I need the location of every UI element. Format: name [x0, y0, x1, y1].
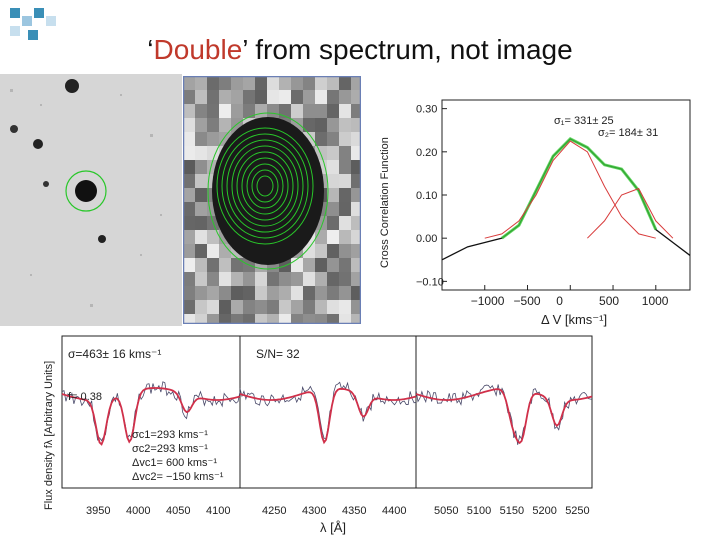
spectrum-xlabel: λ [Å]	[320, 520, 346, 535]
contour-line	[207, 112, 329, 270]
x-tick-label: −500	[514, 294, 541, 308]
ccf-data-line	[441, 138, 691, 261]
spectrum-tick-label: 4250	[262, 505, 286, 517]
observed-spectrum	[61, 381, 241, 442]
spectrum-tick-label: 4350	[342, 505, 366, 517]
title-accent-word: Double	[153, 34, 243, 65]
contour-line	[256, 175, 274, 197]
title-rest: ’ from spectrum, not image	[242, 34, 573, 65]
spectrum-tick-label: 5050	[434, 505, 458, 517]
contour-line	[226, 139, 304, 233]
x-tick-label: 500	[599, 294, 619, 308]
fit-line: σc1=293 kms⁻¹	[132, 429, 208, 441]
fit-line: Δvc1= 600 kms⁻¹	[132, 457, 217, 469]
y-tick-label: −0.10	[416, 276, 444, 288]
ccf-xlabel: Δ V [kms⁻¹]	[541, 312, 607, 327]
spectrum-tick-label: 4300	[302, 505, 326, 517]
contour-line	[231, 145, 299, 227]
spectrum-tick-label: 5100	[467, 505, 491, 517]
y-tick-label: 0.30	[416, 104, 437, 116]
x-tick-label: 0	[556, 294, 563, 308]
contour-line	[241, 157, 289, 215]
f-text: f= 0.38	[68, 391, 102, 403]
bullet-square	[28, 30, 38, 40]
bullet-square	[10, 8, 20, 18]
spectrum-plot: 3950 4000 4050 4100 4250 4300 4350 4400 5050 5100…	[43, 335, 593, 535]
sigma2-label: σ₂= 184± 31	[598, 127, 658, 139]
y-tick-label: 0.00	[416, 233, 437, 245]
x-tick-label: −1000	[471, 294, 505, 308]
model-spectrum	[239, 387, 417, 445]
target-circle	[65, 170, 107, 212]
bullet-square	[10, 26, 20, 36]
contour-line	[221, 133, 309, 239]
spectrum-tick-label: 4100	[206, 505, 230, 517]
galaxy-core	[212, 117, 324, 265]
x-tick-label: 1000	[642, 294, 669, 308]
sigma-text: σ=463± 16 kms⁻¹	[68, 347, 161, 361]
spectrum-tick-label: 5250	[565, 505, 589, 517]
y-tick-label: 0.10	[416, 190, 437, 202]
title-quote: ‘	[147, 34, 154, 65]
sky-image	[0, 74, 182, 326]
slide-title: ‘Double’ from spectrum, not image	[0, 34, 720, 66]
spectrum-tick-label: 5150	[500, 505, 524, 517]
fit-line: Δvc2= −150 kms⁻¹	[132, 471, 224, 483]
bullet-square	[46, 16, 56, 26]
ccf-ylabel: Cross Correlation Function	[379, 137, 391, 268]
spectrum-tick-label: 4050	[166, 505, 190, 517]
ccf-component-1	[484, 140, 656, 239]
bullet-square	[34, 8, 44, 18]
sigma1-label: σ₁= 331± 25	[554, 115, 614, 127]
ccf-component-2	[587, 187, 674, 239]
spectrum-tick-label: 5200	[532, 505, 556, 517]
ccf-fit-line	[500, 137, 658, 240]
spectrum-tick-label: 4400	[382, 505, 406, 517]
zoom-image	[183, 76, 361, 324]
fit-line: σc2=293 kms⁻¹	[132, 443, 208, 455]
contour-line	[246, 163, 284, 209]
model-spectrum	[61, 387, 241, 446]
contour-line	[216, 127, 314, 245]
spectrum-tick-label: 3950	[86, 505, 110, 517]
y-tick-label: 0.20	[416, 147, 437, 159]
ccf-plot: 0.300.200.100.00−0.10 −1000 −500 0 500 1000 …	[379, 99, 691, 327]
bullet-square	[22, 16, 32, 26]
spectrum-tick-label: 4000	[126, 505, 150, 517]
model-spectrum	[415, 388, 593, 445]
contour-line	[251, 169, 279, 203]
contour-line	[236, 151, 294, 221]
spectrum-ylabel: Flux density fλ [Arbitrary Units]	[43, 361, 55, 510]
sn-text: S/N= 32	[256, 347, 300, 361]
